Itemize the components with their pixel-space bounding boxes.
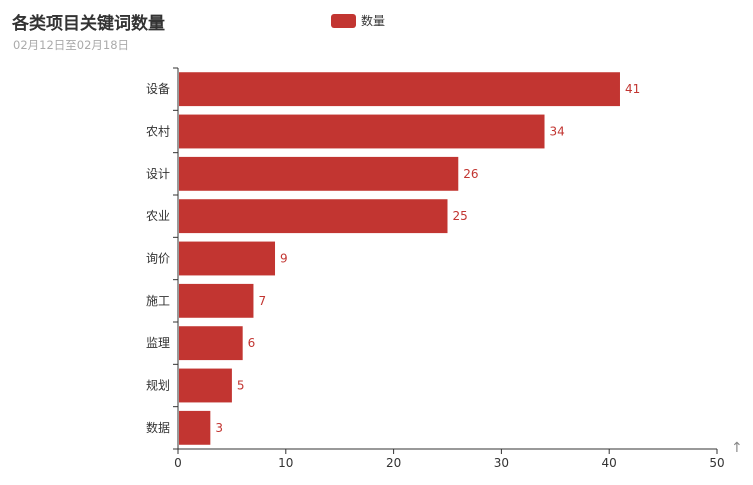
chart-subtitle: 02月12日至02月18日	[13, 38, 130, 52]
x-tick-label: 40	[602, 456, 617, 470]
data-label: 9	[280, 252, 288, 266]
data-label: 7	[258, 294, 266, 308]
y-tick-label: 设备	[146, 82, 170, 96]
bar	[179, 156, 459, 191]
bar	[179, 368, 232, 403]
x-tick-label: 0	[174, 456, 182, 470]
bar	[179, 199, 448, 234]
legend-item[interactable]: 数量	[331, 12, 385, 29]
bar	[179, 241, 276, 276]
data-label: 5	[237, 379, 245, 393]
bar	[179, 283, 254, 318]
x-tick-label: 30	[494, 456, 509, 470]
data-label: 3	[215, 421, 223, 435]
y-tick-label: 数据	[146, 420, 170, 435]
chart-title: 各类项目关键词数量	[12, 14, 165, 34]
y-tick-label: 农村	[146, 125, 170, 139]
y-tick-label: 规划	[146, 378, 170, 393]
data-label: 25	[453, 209, 468, 223]
legend-label: 数量	[361, 14, 386, 28]
arrow-up-icon[interactable]: ↑	[731, 440, 743, 456]
data-label: 34	[550, 125, 565, 139]
y-tick-label: 设计	[146, 167, 170, 181]
y-tick-label: 监理	[146, 336, 170, 350]
data-label: 26	[463, 167, 478, 181]
bar	[179, 72, 620, 107]
y-tick-label: 农业	[146, 209, 170, 223]
data-label: 41	[625, 82, 640, 96]
y-tick-label: 询价	[146, 252, 170, 266]
bar	[179, 114, 545, 149]
x-tick-label: 10	[278, 456, 293, 470]
data-label: 6	[248, 336, 256, 350]
y-tick-label: 施工	[146, 294, 170, 308]
legend-swatch	[331, 13, 356, 28]
bar	[179, 410, 211, 445]
bar	[179, 326, 243, 361]
x-tick-label: 20	[386, 456, 401, 470]
x-tick-label: 50	[709, 456, 724, 470]
